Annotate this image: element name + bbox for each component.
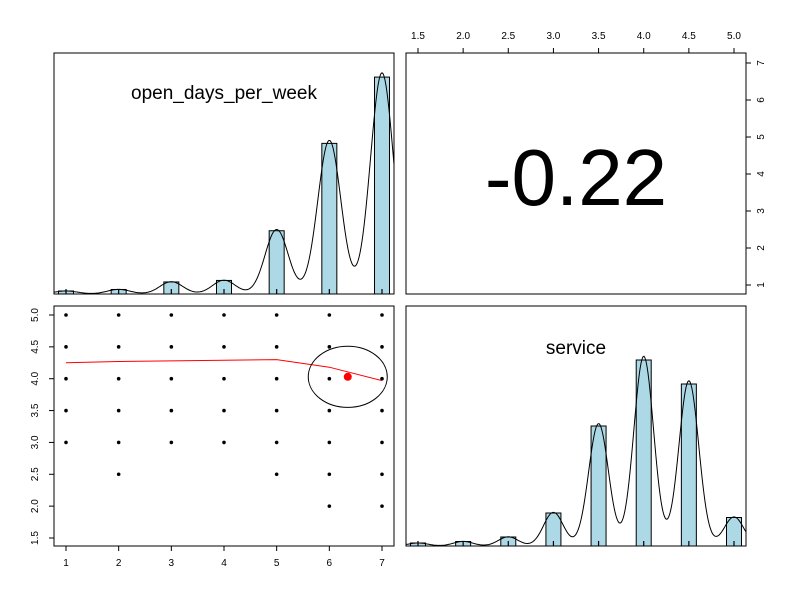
scatter-point bbox=[222, 345, 226, 349]
right-tick-label: 3 bbox=[756, 208, 767, 214]
x-tick-label: 3 bbox=[169, 558, 175, 569]
open-days-bar-5 bbox=[268, 230, 285, 295]
x-tick-label: 4 bbox=[221, 558, 227, 569]
open-days-bar-7 bbox=[374, 76, 390, 295]
y-tick-label: 2.0 bbox=[30, 499, 41, 513]
scatter-point bbox=[116, 472, 121, 477]
scatter-point bbox=[380, 345, 384, 349]
scatter-point bbox=[327, 313, 332, 317]
scatter-point bbox=[327, 408, 332, 413]
right-tick-label: 5 bbox=[756, 134, 767, 140]
scatter-point bbox=[64, 408, 68, 413]
scatter-point bbox=[274, 345, 279, 349]
right-tick-label: 4 bbox=[756, 171, 767, 177]
scatter-point bbox=[222, 440, 226, 445]
scatter-point bbox=[222, 408, 226, 413]
hist-open-days bbox=[53, 72, 395, 295]
right-tick-label: 1 bbox=[756, 282, 767, 288]
right-tick-label: 6 bbox=[756, 97, 767, 103]
y-tick-label: 5.0 bbox=[30, 308, 41, 322]
scatter-point bbox=[274, 440, 279, 445]
mean-point bbox=[343, 372, 352, 381]
scatter-point bbox=[169, 440, 174, 445]
scatter-point bbox=[169, 376, 174, 381]
scatter-point bbox=[64, 440, 68, 445]
top-tick-label: 3.0 bbox=[546, 31, 560, 42]
scatter-point bbox=[274, 376, 279, 381]
scatter-point bbox=[64, 345, 68, 349]
open-days-density-curve bbox=[53, 72, 395, 294]
hist-service bbox=[405, 355, 747, 547]
smooth-line bbox=[65, 359, 383, 382]
scatter-point bbox=[169, 408, 174, 413]
y-tick-label: 3.5 bbox=[30, 403, 41, 417]
scatter-point bbox=[169, 345, 174, 349]
y-tick-label: 1.5 bbox=[30, 531, 41, 545]
scatter-point bbox=[380, 440, 384, 445]
x-tick-label: 5 bbox=[274, 558, 280, 569]
hist-title-open-days: open_days_per_week bbox=[131, 83, 317, 104]
scatter-point bbox=[116, 440, 121, 445]
scatter-point bbox=[327, 504, 332, 508]
scatter-point bbox=[116, 313, 121, 317]
right-tick-label: 7 bbox=[756, 60, 767, 66]
scatter-point bbox=[327, 376, 332, 381]
scatter-point bbox=[274, 472, 279, 477]
scatter-open-days-vs-service bbox=[64, 313, 388, 508]
scatter-point bbox=[274, 313, 279, 317]
x-tick-label: 2 bbox=[116, 558, 122, 569]
open-days-bar-6 bbox=[321, 142, 338, 295]
scatter-point bbox=[274, 408, 279, 413]
scatter-point bbox=[327, 472, 332, 477]
scatter-point bbox=[327, 440, 332, 445]
panel-frame-bottom-left bbox=[53, 305, 395, 547]
scatter-point bbox=[222, 376, 226, 381]
scatter-point bbox=[380, 472, 384, 477]
y-tick-label: 2.5 bbox=[30, 467, 41, 481]
scatter-point bbox=[116, 345, 121, 349]
scatter-point bbox=[169, 313, 174, 317]
service-bar-4.0 bbox=[635, 359, 652, 547]
x-tick-label: 1 bbox=[63, 558, 69, 569]
y-tick-label: 4.0 bbox=[30, 371, 41, 385]
top-tick-label: 2.5 bbox=[501, 31, 515, 42]
scatter-point bbox=[380, 504, 384, 508]
service-bar-3.5 bbox=[590, 425, 607, 547]
scatter-point bbox=[116, 376, 121, 381]
scatter-point bbox=[380, 376, 384, 381]
top-tick-label: 4.0 bbox=[637, 31, 651, 42]
y-tick-label: 4.5 bbox=[30, 339, 41, 353]
scatter-point bbox=[380, 313, 384, 317]
panel-frame-bottom-right bbox=[405, 305, 747, 547]
scatter-point bbox=[327, 345, 332, 349]
top-tick-label: 1.5 bbox=[411, 31, 425, 42]
top-tick-label: 2.0 bbox=[456, 31, 470, 42]
top-tick-label: 4.5 bbox=[682, 31, 696, 42]
top-tick-label: 5.0 bbox=[727, 31, 741, 42]
correlation-ellipse bbox=[307, 345, 388, 408]
scatter-point bbox=[64, 376, 68, 381]
scatter-point bbox=[64, 313, 68, 317]
scatter-point bbox=[116, 408, 121, 413]
axes: 1 2 3 4 5 6 7 1.5 2.0 2.5 3.0 3.5 4.0 4.5 5.0 1.5 2.0 2.5… bbox=[30, 31, 767, 569]
y-tick-label: 3.0 bbox=[30, 435, 41, 449]
scatter-point bbox=[222, 313, 226, 317]
right-tick-label: 2 bbox=[756, 245, 767, 251]
x-tick-label: 6 bbox=[327, 558, 333, 569]
service-bar-4.5 bbox=[680, 383, 697, 547]
hist-title-service: service bbox=[546, 338, 606, 359]
correlation-value: -0.22 bbox=[485, 133, 667, 222]
scatter-point bbox=[380, 408, 384, 413]
x-tick-label: 7 bbox=[379, 558, 385, 569]
service-density-curve bbox=[405, 355, 747, 546]
top-tick-label: 3.5 bbox=[592, 31, 606, 42]
